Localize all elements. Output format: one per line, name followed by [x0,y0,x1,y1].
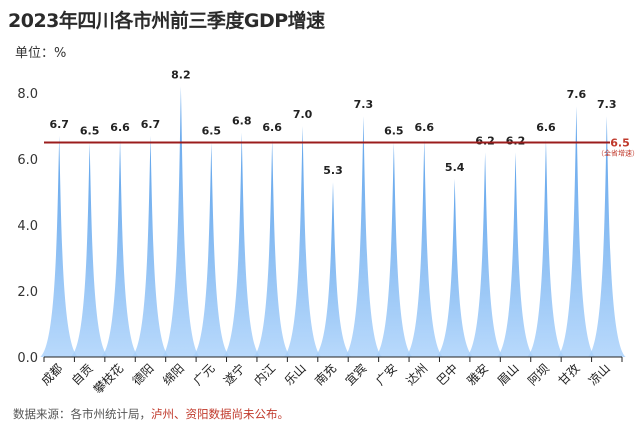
spike-眉山 [496,152,535,357]
y-tick-label: 4.0 [17,219,38,234]
value-label: 6.6 [415,121,435,134]
value-label: 8.2 [171,68,191,81]
value-label: 6.8 [232,115,252,128]
value-label: 5.3 [323,164,343,177]
value-label: 7.3 [597,98,617,111]
y-axis: 0.0 2.0 4.0 6.0 8.0 [17,87,38,366]
spike-乐山 [283,126,322,357]
value-label: 6.6 [110,121,130,134]
average-line-group: 6.5（全省增速） [44,137,639,158]
category-label: 甘孜 [556,361,583,388]
spike-宜宾 [344,116,383,357]
spikes-group [40,86,626,358]
spike-成都 [40,135,79,357]
spike-凉山 [587,116,626,357]
category-label: 凉山 [585,361,613,389]
category-label: 南充 [312,361,340,389]
category-label: 宜宾 [342,361,370,389]
spike-攀枝花 [101,139,139,357]
y-tick-label: 8.0 [17,87,38,102]
category-label: 成都 [38,361,65,388]
value-label: 6.5 [384,125,404,138]
spike-南充 [314,182,352,357]
category-label: 阿坝 [525,361,552,388]
source-highlight: 泸州、资阳数据尚未公布。 [151,407,289,421]
spike-巴中 [435,178,474,357]
value-labels-group: 6.7 6.5 6.6 6.7 8.2 6.5 6.8 6.6 7.0 5.3 7.3 6.5 6.6 5… [49,68,616,177]
category-label: 自贡 [69,361,96,388]
category-label: 巴中 [433,361,461,389]
value-label: 6.5 [202,125,222,138]
category-label: 绵阳 [160,361,187,388]
spike-广元 [192,142,231,357]
y-tick-label: 2.0 [17,285,38,300]
spike-阿坝 [527,139,565,357]
value-label: 6.6 [536,121,556,134]
average-sublabel: （全省增速） [597,149,639,158]
category-label: 眉山 [495,361,522,388]
category-label: 内江 [251,361,278,388]
data-source-note: 数据来源：各市州统计局，泸州、资阳数据尚未公布。 [13,406,289,422]
category-label: 雅安 [464,361,492,389]
spike-雅安 [466,152,504,357]
average-value-label: 6.5 [610,137,630,150]
category-label: 广元 [191,361,218,388]
y-tick-label: 6.0 [17,153,38,168]
spike-广安 [374,142,413,357]
category-label: 攀枝花 [90,361,126,397]
value-label: 7.3 [354,98,374,111]
category-label: 德阳 [129,361,157,389]
value-label: 6.2 [506,134,526,147]
value-label: 7.0 [293,108,313,121]
value-label: 6.7 [141,118,161,131]
spike-遂宁 [222,132,261,357]
value-label: 6.2 [475,134,495,147]
category-label: 广安 [372,361,400,389]
value-label: 6.7 [49,118,69,131]
spike-内江 [253,139,292,357]
value-label: 6.5 [80,125,100,138]
unit-label: 单位：% [15,46,67,61]
spike-甘孜 [557,106,596,357]
value-label: 6.6 [262,121,282,134]
spike-达州 [405,139,444,357]
chart-title: 2023年四川各市州前三季度GDP增速 [8,10,325,32]
y-tick-label: 0.0 [17,351,38,366]
spike-绵阳 [162,86,200,358]
value-label: 5.4 [445,161,465,174]
spike-自贡 [70,142,109,357]
category-label: 遂宁 [220,361,248,389]
category-label: 达州 [404,361,431,388]
value-label: 7.6 [567,88,587,101]
spike-德阳 [131,135,170,357]
source-prefix: 数据来源：各市州统计局， [13,407,151,421]
category-label: 乐山 [282,361,309,388]
